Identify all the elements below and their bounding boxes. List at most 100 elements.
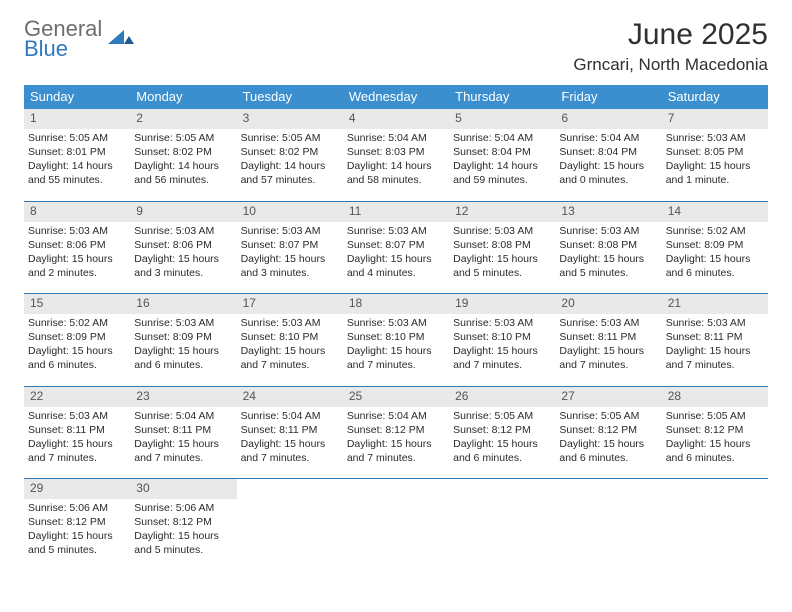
day-cell: 25Sunrise: 5:04 AMSunset: 8:12 PMDayligh…	[343, 387, 449, 471]
daylight-text: Daylight: 15 hours	[347, 345, 445, 358]
sunset-text: Sunset: 8:11 PM	[134, 424, 232, 437]
sunrise-text: Sunrise: 5:03 AM	[134, 317, 232, 330]
day-cell: 3Sunrise: 5:05 AMSunset: 8:02 PMDaylight…	[237, 109, 343, 193]
brand-line2: Blue	[24, 38, 102, 60]
sunrise-text: Sunrise: 5:06 AM	[28, 502, 126, 515]
day-number: 6	[555, 109, 661, 129]
calendar-page: General Blue June 2025 Grncari, North Ma…	[0, 0, 792, 612]
day-cell: 7Sunrise: 5:03 AMSunset: 8:05 PMDaylight…	[662, 109, 768, 193]
month-title: June 2025	[573, 18, 768, 52]
daylight-text: and 4 minutes.	[347, 267, 445, 280]
sunrise-text: Sunrise: 5:02 AM	[28, 317, 126, 330]
day-number: 28	[662, 387, 768, 407]
day-number: 27	[555, 387, 661, 407]
daylight-text: Daylight: 14 hours	[28, 160, 126, 173]
daylight-text: and 6 minutes.	[666, 452, 764, 465]
daylight-text: and 56 minutes.	[134, 174, 232, 187]
day-number: 24	[237, 387, 343, 407]
sunset-text: Sunset: 8:03 PM	[347, 146, 445, 159]
brand-text: General Blue	[24, 18, 102, 60]
daylight-text: Daylight: 15 hours	[241, 345, 339, 358]
sunrise-text: Sunrise: 5:03 AM	[666, 132, 764, 145]
sunset-text: Sunset: 8:02 PM	[241, 146, 339, 159]
sunset-text: Sunset: 8:02 PM	[134, 146, 232, 159]
day-cell	[662, 479, 768, 563]
sunset-text: Sunset: 8:07 PM	[241, 239, 339, 252]
sunset-text: Sunset: 8:04 PM	[453, 146, 551, 159]
sunrise-text: Sunrise: 5:03 AM	[453, 225, 551, 238]
sunset-text: Sunset: 8:08 PM	[453, 239, 551, 252]
sunset-text: Sunset: 8:09 PM	[666, 239, 764, 252]
day-cell: 4Sunrise: 5:04 AMSunset: 8:03 PMDaylight…	[343, 109, 449, 193]
day-cell: 14Sunrise: 5:02 AMSunset: 8:09 PMDayligh…	[662, 202, 768, 286]
sunset-text: Sunset: 8:10 PM	[241, 331, 339, 344]
sunrise-text: Sunrise: 5:05 AM	[666, 410, 764, 423]
day-number: 23	[130, 387, 236, 407]
daylight-text: Daylight: 15 hours	[666, 345, 764, 358]
day-number: 10	[237, 202, 343, 222]
day-cell: 18Sunrise: 5:03 AMSunset: 8:10 PMDayligh…	[343, 294, 449, 378]
day-cell: 20Sunrise: 5:03 AMSunset: 8:11 PMDayligh…	[555, 294, 661, 378]
day-cell: 15Sunrise: 5:02 AMSunset: 8:09 PMDayligh…	[24, 294, 130, 378]
day-cell: 28Sunrise: 5:05 AMSunset: 8:12 PMDayligh…	[662, 387, 768, 471]
daylight-text: Daylight: 15 hours	[241, 253, 339, 266]
day-cell: 27Sunrise: 5:05 AMSunset: 8:12 PMDayligh…	[555, 387, 661, 471]
day-number: 9	[130, 202, 236, 222]
sunrise-text: Sunrise: 5:02 AM	[666, 225, 764, 238]
day-number: 13	[555, 202, 661, 222]
calendar-grid: Sunday Monday Tuesday Wednesday Thursday…	[24, 85, 768, 563]
sunset-text: Sunset: 8:12 PM	[28, 516, 126, 529]
sunset-text: Sunset: 8:04 PM	[559, 146, 657, 159]
daylight-text: and 1 minute.	[666, 174, 764, 187]
sunrise-text: Sunrise: 5:04 AM	[559, 132, 657, 145]
daylight-text: and 7 minutes.	[666, 359, 764, 372]
daylight-text: and 6 minutes.	[134, 359, 232, 372]
sunrise-text: Sunrise: 5:03 AM	[241, 225, 339, 238]
sunrise-text: Sunrise: 5:05 AM	[241, 132, 339, 145]
weeks-container: 1Sunrise: 5:05 AMSunset: 8:01 PMDaylight…	[24, 109, 768, 563]
week-row: 22Sunrise: 5:03 AMSunset: 8:11 PMDayligh…	[24, 386, 768, 471]
day-number: 22	[24, 387, 130, 407]
dow-sunday: Sunday	[24, 85, 130, 109]
daylight-text: and 5 minutes.	[453, 267, 551, 280]
day-cell: 19Sunrise: 5:03 AMSunset: 8:10 PMDayligh…	[449, 294, 555, 378]
daylight-text: and 7 minutes.	[347, 452, 445, 465]
daylight-text: and 55 minutes.	[28, 174, 126, 187]
sunset-text: Sunset: 8:06 PM	[134, 239, 232, 252]
week-row: 1Sunrise: 5:05 AMSunset: 8:01 PMDaylight…	[24, 109, 768, 193]
daylight-text: and 59 minutes.	[453, 174, 551, 187]
day-number: 16	[130, 294, 236, 314]
sunset-text: Sunset: 8:05 PM	[666, 146, 764, 159]
daylight-text: Daylight: 15 hours	[28, 438, 126, 451]
daylight-text: and 7 minutes.	[28, 452, 126, 465]
day-cell: 16 Sunrise: 5:03 AMSunset: 8:09 PMDayligh…	[130, 294, 236, 378]
sunrise-text: Sunrise: 5:03 AM	[28, 225, 126, 238]
sunset-text: Sunset: 8:09 PM	[134, 331, 232, 344]
day-cell: 8 Sunrise: 5:03 AMSunset: 8:06 PMDaylight…	[24, 202, 130, 286]
sunrise-text: Sunrise: 5:06 AM	[134, 502, 232, 515]
day-cell: 30Sunrise: 5:06 AMSunset: 8:12 PMDayligh…	[130, 479, 236, 563]
daylight-text: Daylight: 14 hours	[241, 160, 339, 173]
daylight-text: Daylight: 15 hours	[28, 253, 126, 266]
daylight-text: and 6 minutes.	[453, 452, 551, 465]
sunrise-text: Sunrise: 5:03 AM	[347, 317, 445, 330]
day-number: 25	[343, 387, 449, 407]
daylight-text: and 7 minutes.	[134, 452, 232, 465]
day-number: 8	[24, 202, 130, 222]
sunset-text: Sunset: 8:11 PM	[28, 424, 126, 437]
day-cell	[555, 479, 661, 563]
daylight-text: Daylight: 14 hours	[347, 160, 445, 173]
day-cell: 11Sunrise: 5:03 AMSunset: 8:07 PMDayligh…	[343, 202, 449, 286]
daylight-text: Daylight: 15 hours	[134, 438, 232, 451]
day-number: 5	[449, 109, 555, 129]
sunset-text: Sunset: 8:06 PM	[28, 239, 126, 252]
day-cell: 13Sunrise: 5:03 AMSunset: 8:08 PMDayligh…	[555, 202, 661, 286]
daylight-text: Daylight: 15 hours	[347, 253, 445, 266]
daylight-text: Daylight: 15 hours	[666, 438, 764, 451]
day-number: 14	[662, 202, 768, 222]
day-cell	[237, 479, 343, 563]
daylight-text: Daylight: 15 hours	[134, 345, 232, 358]
daylight-text: Daylight: 15 hours	[453, 253, 551, 266]
daylight-text: and 6 minutes.	[559, 452, 657, 465]
day-cell: 23Sunrise: 5:04 AMSunset: 8:11 PMDayligh…	[130, 387, 236, 471]
